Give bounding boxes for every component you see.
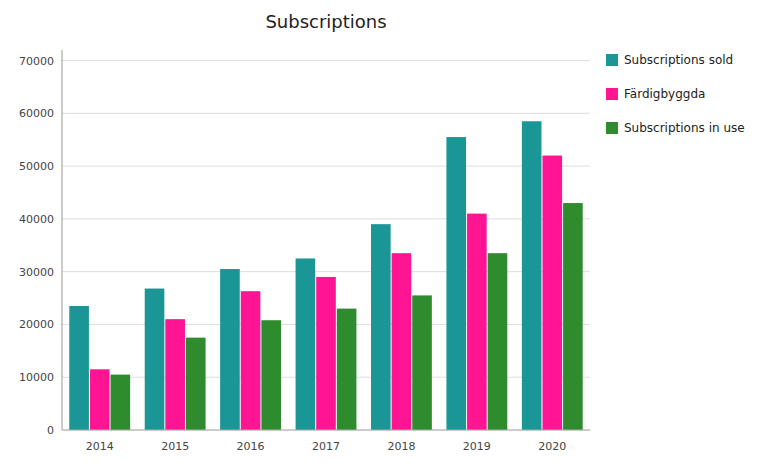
legend-swatch [606, 122, 618, 134]
bar [296, 258, 316, 430]
x-tick-label: 2017 [312, 440, 340, 453]
x-tick-label: 2014 [86, 440, 114, 453]
grid-line [62, 430, 590, 431]
y-tick-label: 30000 [19, 266, 54, 279]
legend: Subscriptions sold Färdigbyggda Subscripti… [606, 53, 745, 135]
x-tick-label: 2020 [538, 440, 566, 453]
bar [563, 203, 583, 430]
grid-line [62, 166, 590, 167]
bar [337, 309, 357, 430]
grid-line [62, 218, 590, 219]
y-tick-label: 70000 [19, 55, 54, 68]
y-tick-label: 40000 [19, 213, 54, 226]
bar [542, 156, 562, 430]
bar [392, 253, 412, 430]
legend-swatch [606, 88, 618, 100]
y-tick-label: 0 [47, 424, 54, 437]
bar [90, 369, 110, 430]
legend-label: Subscriptions in use [624, 121, 745, 135]
y-tick-label: 60000 [19, 107, 54, 120]
bar [165, 319, 185, 430]
bar [69, 306, 89, 430]
bar [522, 121, 542, 430]
bar [412, 295, 432, 430]
title: Subscriptions [265, 11, 386, 32]
chart-container: Subscriptions 0 10000 20000 30000 40000 50000 6… [0, 0, 762, 470]
chart-svg: Subscriptions 0 10000 20000 30000 40000 50000 6… [0, 0, 762, 470]
bar [467, 214, 487, 430]
x-tick-label: 2015 [161, 440, 189, 453]
y-tick-label: 50000 [19, 160, 54, 173]
y-tick-label: 20000 [19, 318, 54, 331]
bars [69, 121, 582, 430]
bar [488, 253, 508, 430]
bar [446, 137, 466, 430]
bar [145, 289, 165, 430]
grid-line [62, 60, 590, 61]
legend-label: Färdigbyggda [624, 87, 705, 101]
bar [371, 224, 391, 430]
bar [220, 269, 240, 430]
legend-swatch [606, 54, 618, 66]
page: {"chart_data": {"type": "bar", "title": … [0, 0, 762, 470]
x-axis-line [62, 430, 590, 431]
y-grid [62, 61, 590, 430]
y-tick-label: 10000 [19, 371, 54, 384]
bar [261, 320, 281, 430]
bar [316, 277, 336, 430]
bar [111, 375, 131, 430]
grid-line [62, 271, 590, 272]
x-tick-label: 2019 [463, 440, 491, 453]
bar [241, 291, 261, 430]
bar [186, 338, 206, 430]
x-tick-label: 2018 [387, 440, 415, 453]
y-axis-line [62, 50, 63, 430]
grid-line [62, 113, 590, 114]
x-tick-label: 2016 [237, 440, 265, 453]
legend-label: Subscriptions sold [624, 53, 733, 67]
